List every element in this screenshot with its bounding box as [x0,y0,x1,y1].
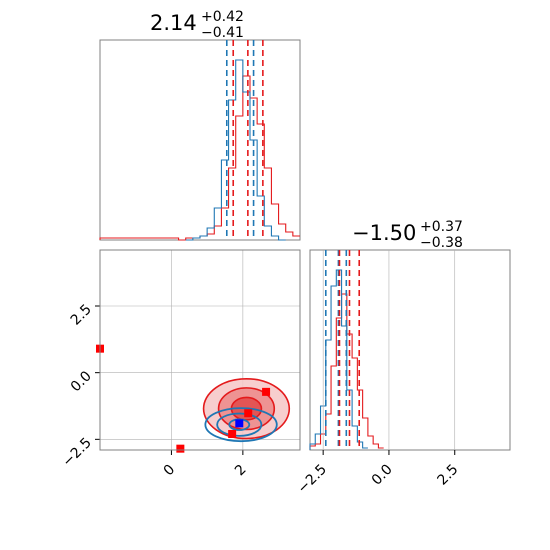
title-param2-minus: −0.38 [420,235,463,251]
title-param2: −1.50 [352,221,416,245]
title-param1: 2.14 [150,11,197,35]
tick-label-x-param2-1: 0.0 [369,462,396,489]
tick-label-x-param2-2: 2.5 [435,462,462,489]
tick-label-x-joint-1: 2 [232,462,250,480]
hist-blue-param2 [309,269,368,450]
tick-label-y-joint-1: 0.0 [68,368,95,395]
panel-bottom-right-frame [309,249,511,451]
tick-label-y-joint-0: −2.5 [59,435,94,470]
title-param1-plus: +0.42 [201,9,244,25]
tick-label-y-joint-2: 2.5 [68,302,95,329]
marker-red-1 [244,409,253,418]
contour-blue-0 [204,407,278,443]
contour-blue-1 [216,412,263,437]
marker-red-2 [228,430,237,438]
hist-red-param1 [99,75,300,241]
marker-red-0 [262,387,271,396]
panel-top-left [99,40,300,241]
panel-joint: 0 2 −2.5 0.0 2.5 [59,249,301,480]
marker-red-4 [176,444,185,453]
panel-bottom-right: −2.5 0.0 2.5 [295,250,462,497]
hist-blue-param1 [185,59,286,241]
marker-blue-0 [235,419,244,428]
tick-label-x-joint-0: 0 [161,462,179,480]
title-param1-minus: −0.41 [201,25,244,41]
contour-blue-2 [228,418,251,431]
panel-joint-frame-top [99,249,301,451]
panel-top-left-frame [99,39,301,241]
tick-label-x-param2-0: −2.5 [295,462,330,497]
title-param2-plus: +0.37 [420,219,463,235]
